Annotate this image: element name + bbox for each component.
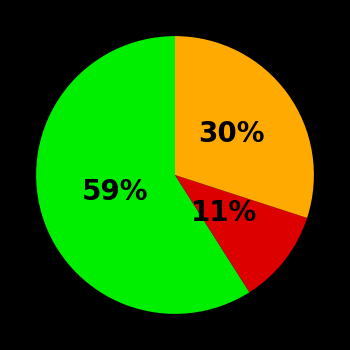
Text: 30%: 30% [198, 120, 265, 148]
Wedge shape [175, 36, 314, 218]
Text: 11%: 11% [191, 199, 258, 227]
Wedge shape [175, 175, 307, 292]
Wedge shape [36, 36, 250, 314]
Text: 59%: 59% [82, 178, 148, 206]
